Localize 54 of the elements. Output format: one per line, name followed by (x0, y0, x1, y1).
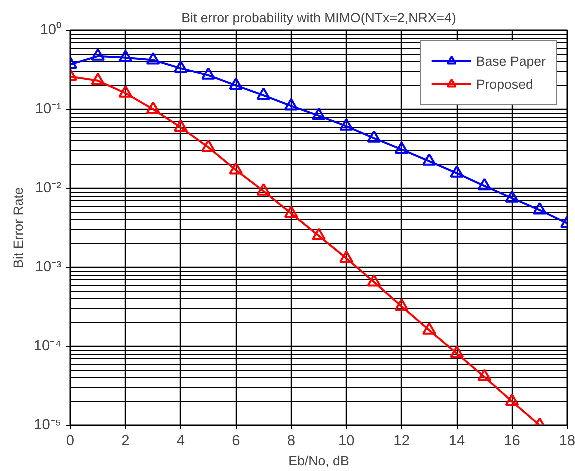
point (312, 108, 326, 120)
legend-label: Base Paper (476, 54, 546, 68)
point (202, 140, 216, 152)
x-axis-title: Eb/No, dB (288, 454, 350, 468)
y-tick-label: 10⁰ (40, 22, 62, 38)
point (505, 394, 520, 406)
point (394, 298, 409, 312)
x-tick-label: 18 (559, 434, 575, 450)
point (422, 322, 436, 335)
point (91, 48, 106, 61)
y-tick-label: 10⁻³ (35, 260, 62, 276)
point (532, 202, 547, 215)
point (505, 190, 520, 203)
point (394, 142, 409, 154)
y-tick-label: 10⁻⁵ (34, 418, 62, 434)
y-tick-label: 10⁻⁴ (34, 338, 62, 354)
point (367, 274, 382, 287)
x-tick-label: 0 (66, 434, 75, 450)
x-tick-label: 14 (448, 434, 466, 450)
y-tick-label: 10⁻² (35, 180, 62, 196)
x-tick-label: 8 (287, 434, 296, 450)
x-tick-label: 16 (504, 434, 520, 450)
point (118, 50, 133, 62)
point (340, 118, 354, 131)
x-tick-label: 10 (338, 434, 355, 450)
y-axis-title: Bit Error Rate (10, 188, 26, 268)
legend-label: Proposed (476, 76, 534, 92)
point (478, 178, 492, 191)
point (146, 102, 160, 114)
point (450, 346, 464, 358)
point (118, 85, 133, 98)
x-tick-label: 6 (232, 434, 240, 450)
x-tick-label: 4 (176, 434, 186, 450)
point (202, 67, 216, 80)
x-tick-label: 2 (122, 434, 130, 450)
chart-title: Bit error probability with MIMO(NTx=2,NRX=4) (182, 10, 456, 26)
point (256, 88, 271, 100)
point (174, 120, 188, 132)
point (146, 52, 160, 65)
point (284, 206, 298, 218)
point (478, 369, 492, 382)
point (174, 60, 188, 73)
point (91, 72, 106, 86)
point (312, 228, 326, 241)
point (367, 130, 382, 143)
point (450, 166, 464, 178)
point (422, 154, 436, 166)
point (340, 250, 354, 263)
point (256, 183, 271, 196)
y-tick-label: 10⁻¹ (35, 102, 62, 118)
point (229, 78, 244, 90)
point (284, 98, 298, 111)
point (229, 162, 244, 175)
x-tick-label: 12 (394, 434, 410, 450)
